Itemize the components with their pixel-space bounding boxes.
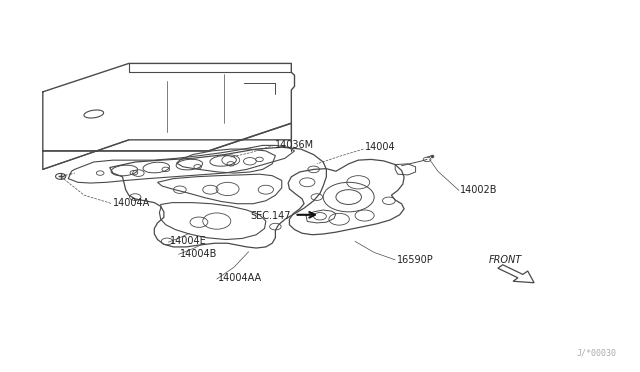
Text: 14004: 14004 bbox=[365, 142, 396, 152]
Text: 14004A: 14004A bbox=[113, 198, 150, 208]
Text: FRONT: FRONT bbox=[489, 255, 522, 265]
Text: 14004AA: 14004AA bbox=[218, 273, 262, 283]
Text: SEC.147: SEC.147 bbox=[251, 211, 291, 221]
Text: J/*00030: J/*00030 bbox=[576, 349, 616, 358]
Text: 14004B: 14004B bbox=[180, 249, 217, 259]
Text: 14004E: 14004E bbox=[170, 236, 207, 246]
Text: 16590P: 16590P bbox=[396, 255, 433, 265]
Text: 14002B: 14002B bbox=[460, 185, 498, 195]
Text: 14036M: 14036M bbox=[275, 140, 314, 150]
